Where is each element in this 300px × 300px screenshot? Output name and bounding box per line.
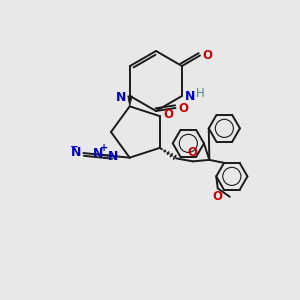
Text: H: H: [196, 86, 204, 100]
Text: O: O: [202, 49, 212, 62]
Text: N: N: [108, 149, 119, 163]
Text: N: N: [93, 147, 104, 160]
Text: O: O: [178, 101, 188, 115]
Text: N: N: [116, 91, 126, 104]
Text: O: O: [164, 108, 173, 121]
Text: N: N: [184, 89, 195, 103]
Text: −: −: [69, 142, 78, 152]
Text: +: +: [100, 143, 108, 153]
Text: N: N: [70, 146, 81, 159]
Text: O: O: [188, 146, 198, 159]
Polygon shape: [128, 96, 132, 106]
Text: O: O: [213, 190, 223, 203]
